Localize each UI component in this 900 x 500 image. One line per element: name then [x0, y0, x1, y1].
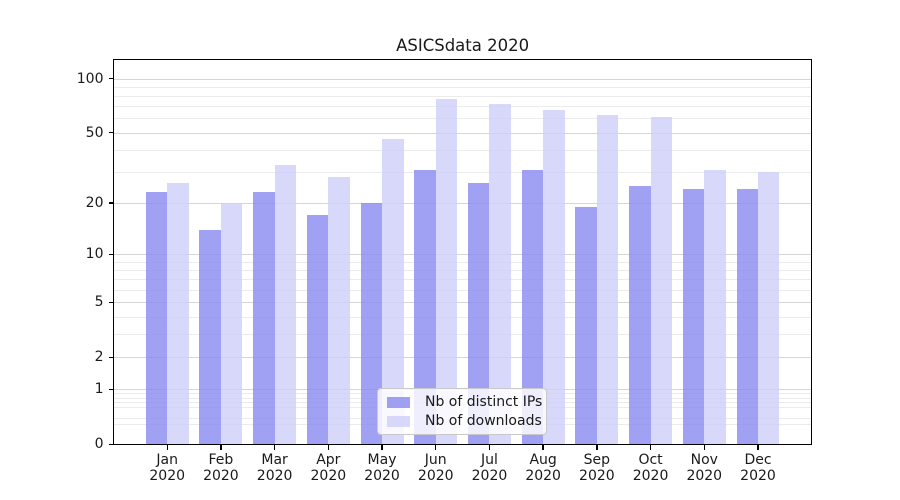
legend-swatch-downloads [387, 415, 410, 427]
xtick-label-jan: Jan 2020 [149, 452, 186, 484]
bar-ips-mar [253, 192, 275, 445]
xtick-mark-sep [596, 445, 598, 450]
gridline-3 [113, 334, 812, 336]
ytick-label-1: 1 [94, 381, 104, 398]
xtick-mark-mar [273, 445, 276, 450]
xtick-label-may: May 2020 [364, 452, 400, 484]
xtick-label-oct: Oct 2020 [632, 452, 669, 484]
bar-ips-sep [575, 206, 597, 445]
gridline-6 [113, 290, 812, 292]
ytick-mark-100 [108, 77, 113, 80]
gridline-8 [113, 270, 812, 272]
bar-downloads-jan [167, 183, 189, 445]
legend-label-downloads: Nb of downloads [425, 413, 542, 429]
xtick-label-aug: Aug 2020 [525, 452, 561, 484]
ytick-mark-0 [108, 443, 113, 445]
gridline-70 [113, 106, 812, 108]
bar-downloads-jun [435, 99, 458, 445]
xtick-mark-jun [435, 445, 437, 450]
ytick-mark-2 [108, 356, 113, 358]
xtick-label-dec: Dec 2020 [740, 452, 776, 484]
bar-downloads-may [382, 139, 404, 445]
xtick-label-nov: Nov 2020 [686, 452, 723, 484]
ytick-mark-50 [108, 131, 113, 134]
xtick-label-jun: Jun 2020 [417, 452, 454, 484]
xtick-mark-oct [649, 445, 652, 450]
ytick-label-5: 5 [94, 294, 104, 311]
gridline-80 [113, 96, 812, 97]
bar-downloads-apr [328, 177, 350, 445]
xtick-label-jul: Jul 2020 [471, 452, 508, 484]
xtick-label-sep: Sep 2020 [579, 452, 615, 484]
gridline-5 [113, 302, 812, 304]
bar-downloads-sep [596, 114, 619, 445]
gridline-10 [113, 254, 812, 256]
bar-ips-dec [736, 189, 758, 445]
ytick-label-10: 10 [85, 246, 104, 263]
xtick-mark-aug [542, 445, 544, 450]
gridline-20 [113, 203, 812, 204]
bar-downloads-oct [650, 117, 673, 445]
xtick-label-mar: Mar 2020 [256, 452, 293, 484]
legend-swatch-distinct-ips [387, 396, 410, 408]
gridline-60 [113, 118, 812, 120]
legend-entry-distinct-ips: Nb of distinct IPs [387, 394, 542, 410]
bar-downloads-mar [274, 164, 297, 445]
ytick-label-0: 0 [94, 436, 104, 453]
ytick-label-20: 20 [85, 195, 104, 211]
legend-label-distinct-ips: Nb of distinct IPs [425, 394, 543, 410]
ytick-label-50: 50 [85, 124, 104, 141]
ytick-label-2: 2 [94, 349, 104, 366]
bar-ips-aug [521, 169, 544, 445]
xtick-label-feb: Feb 2020 [203, 452, 239, 484]
bar-ips-feb [199, 229, 221, 445]
ytick-label-100: 100 [76, 70, 104, 87]
ytick-mark-1 [108, 388, 113, 391]
gridline-9 [113, 261, 812, 263]
bar-ips-apr [306, 215, 329, 445]
bar-ips-jan [145, 192, 168, 445]
legend: Nb of distinct IPs Nb of downloads [377, 388, 547, 435]
ytick-mark-10 [108, 253, 113, 255]
plot-area [113, 59, 812, 445]
gridline-90 [113, 86, 812, 88]
bar-ips-jun [414, 169, 436, 445]
bar-ips-nov [682, 189, 705, 445]
xtick-mark-jul [488, 445, 491, 450]
gridline-50 [113, 132, 812, 134]
gridline-4 [113, 316, 812, 318]
gridline-30 [113, 172, 812, 174]
bar-downloads-dec [757, 172, 780, 445]
xtick-mark-jan [166, 445, 168, 450]
bar-downloads-jul [489, 104, 511, 445]
legend-entry-downloads: Nb of downloads [387, 413, 542, 429]
bar-downloads-aug [543, 109, 565, 445]
gridline-100 [113, 78, 812, 80]
xtick-mark-nov [703, 445, 705, 450]
gridline-7 [113, 279, 812, 281]
bar-downloads-feb [220, 203, 243, 445]
bar-ips-may [360, 203, 383, 445]
ytick-mark-5 [108, 301, 113, 303]
xtick-mark-feb [220, 445, 222, 450]
chart-title: ASICSdata 2020 [396, 36, 530, 55]
bar-downloads-nov [704, 169, 726, 445]
bar-ips-oct [629, 186, 651, 445]
xtick-mark-dec [757, 445, 759, 450]
xtick-mark-apr [327, 445, 330, 450]
ytick-mark-20 [108, 202, 113, 204]
bar-ips-jul [467, 183, 490, 445]
gridline-40 [113, 149, 812, 151]
gridline-2 [113, 357, 812, 359]
xtick-mark-may [381, 445, 383, 450]
xtick-label-apr: Apr 2020 [310, 452, 347, 484]
